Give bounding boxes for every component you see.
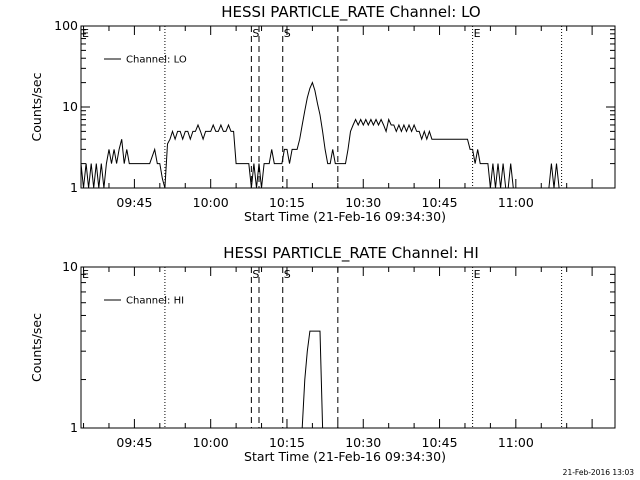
panel-1-x-tick-label: 11:00	[498, 435, 534, 450]
panel-1-annotation-label: S	[284, 268, 291, 281]
panel-1-x-tick-label: 10:15	[269, 435, 305, 450]
panel-0-x-tick-label: 10:15	[269, 195, 305, 210]
panel-0-x-tick-label: 09:45	[116, 195, 152, 210]
panel-1-y-axis-label: Counts/sec	[29, 313, 44, 382]
panel-1-annotation-label: S	[252, 268, 259, 281]
panel-0-y-tick-label: 10	[62, 99, 78, 114]
panel-0-y-axis-label: Counts/sec	[29, 72, 44, 141]
footer-timestamp: 21-Feb-2016 13:03	[563, 468, 635, 477]
panel-1-annotation-label: E	[474, 268, 481, 281]
panel-1-x-tick-label: 10:00	[193, 435, 229, 450]
panel-1-x-axis-label: Start Time (21-Feb-16 09:34:30)	[244, 449, 446, 464]
panel-0-legend-label: Channel: LO	[126, 55, 187, 66]
panel-1-y-tick-label: 10	[62, 259, 78, 274]
panel-0-y-tick-label: 100	[54, 18, 78, 33]
panel-0-x-tick-label: 10:30	[345, 195, 381, 210]
panel-1-title: HESSI PARTICLE_RATE Channel: HI	[223, 244, 479, 263]
panel-1-plot-frame	[80, 266, 616, 429]
panel-0-annotation-label: S	[284, 27, 291, 40]
panel-0-annotation-label: S	[252, 27, 259, 40]
panel-0-y-tick-label: 1	[70, 180, 78, 195]
panel-0-x-axis-label: Start Time (21-Feb-16 09:34:30)	[244, 209, 446, 224]
panel-lo: HESSI PARTICLE_RATE Channel: LO 1 10 100 09:…	[29, 3, 616, 224]
panel-0-x-tick-label: 11:00	[498, 195, 534, 210]
panel-1-series-line	[301, 330, 324, 429]
panel-hi: HESSI PARTICLE_RATE Channel: HI 1 10 09:45 1…	[29, 244, 616, 464]
panel-1-annotation-label: E	[82, 268, 89, 281]
panel-0-series-line	[80, 81, 560, 189]
panel-1-y-tick-label: 1	[70, 420, 78, 435]
panel-0-title: HESSI PARTICLE_RATE Channel: LO	[221, 3, 480, 22]
panel-1-legend-label: Channel: HI	[126, 296, 184, 307]
panel-1-x-tick-label: 09:45	[116, 435, 152, 450]
panel-0-x-tick-label: 10:45	[422, 195, 458, 210]
panel-0-annotation-label: E	[82, 27, 89, 40]
panel-0-annotation-label: E	[474, 27, 481, 40]
panel-0-x-tick-label: 10:00	[193, 195, 229, 210]
panel-1-x-tick-label: 10:45	[422, 435, 458, 450]
panel-1-x-tick-label: 10:30	[345, 435, 381, 450]
panel-0-plot-frame	[80, 25, 616, 189]
